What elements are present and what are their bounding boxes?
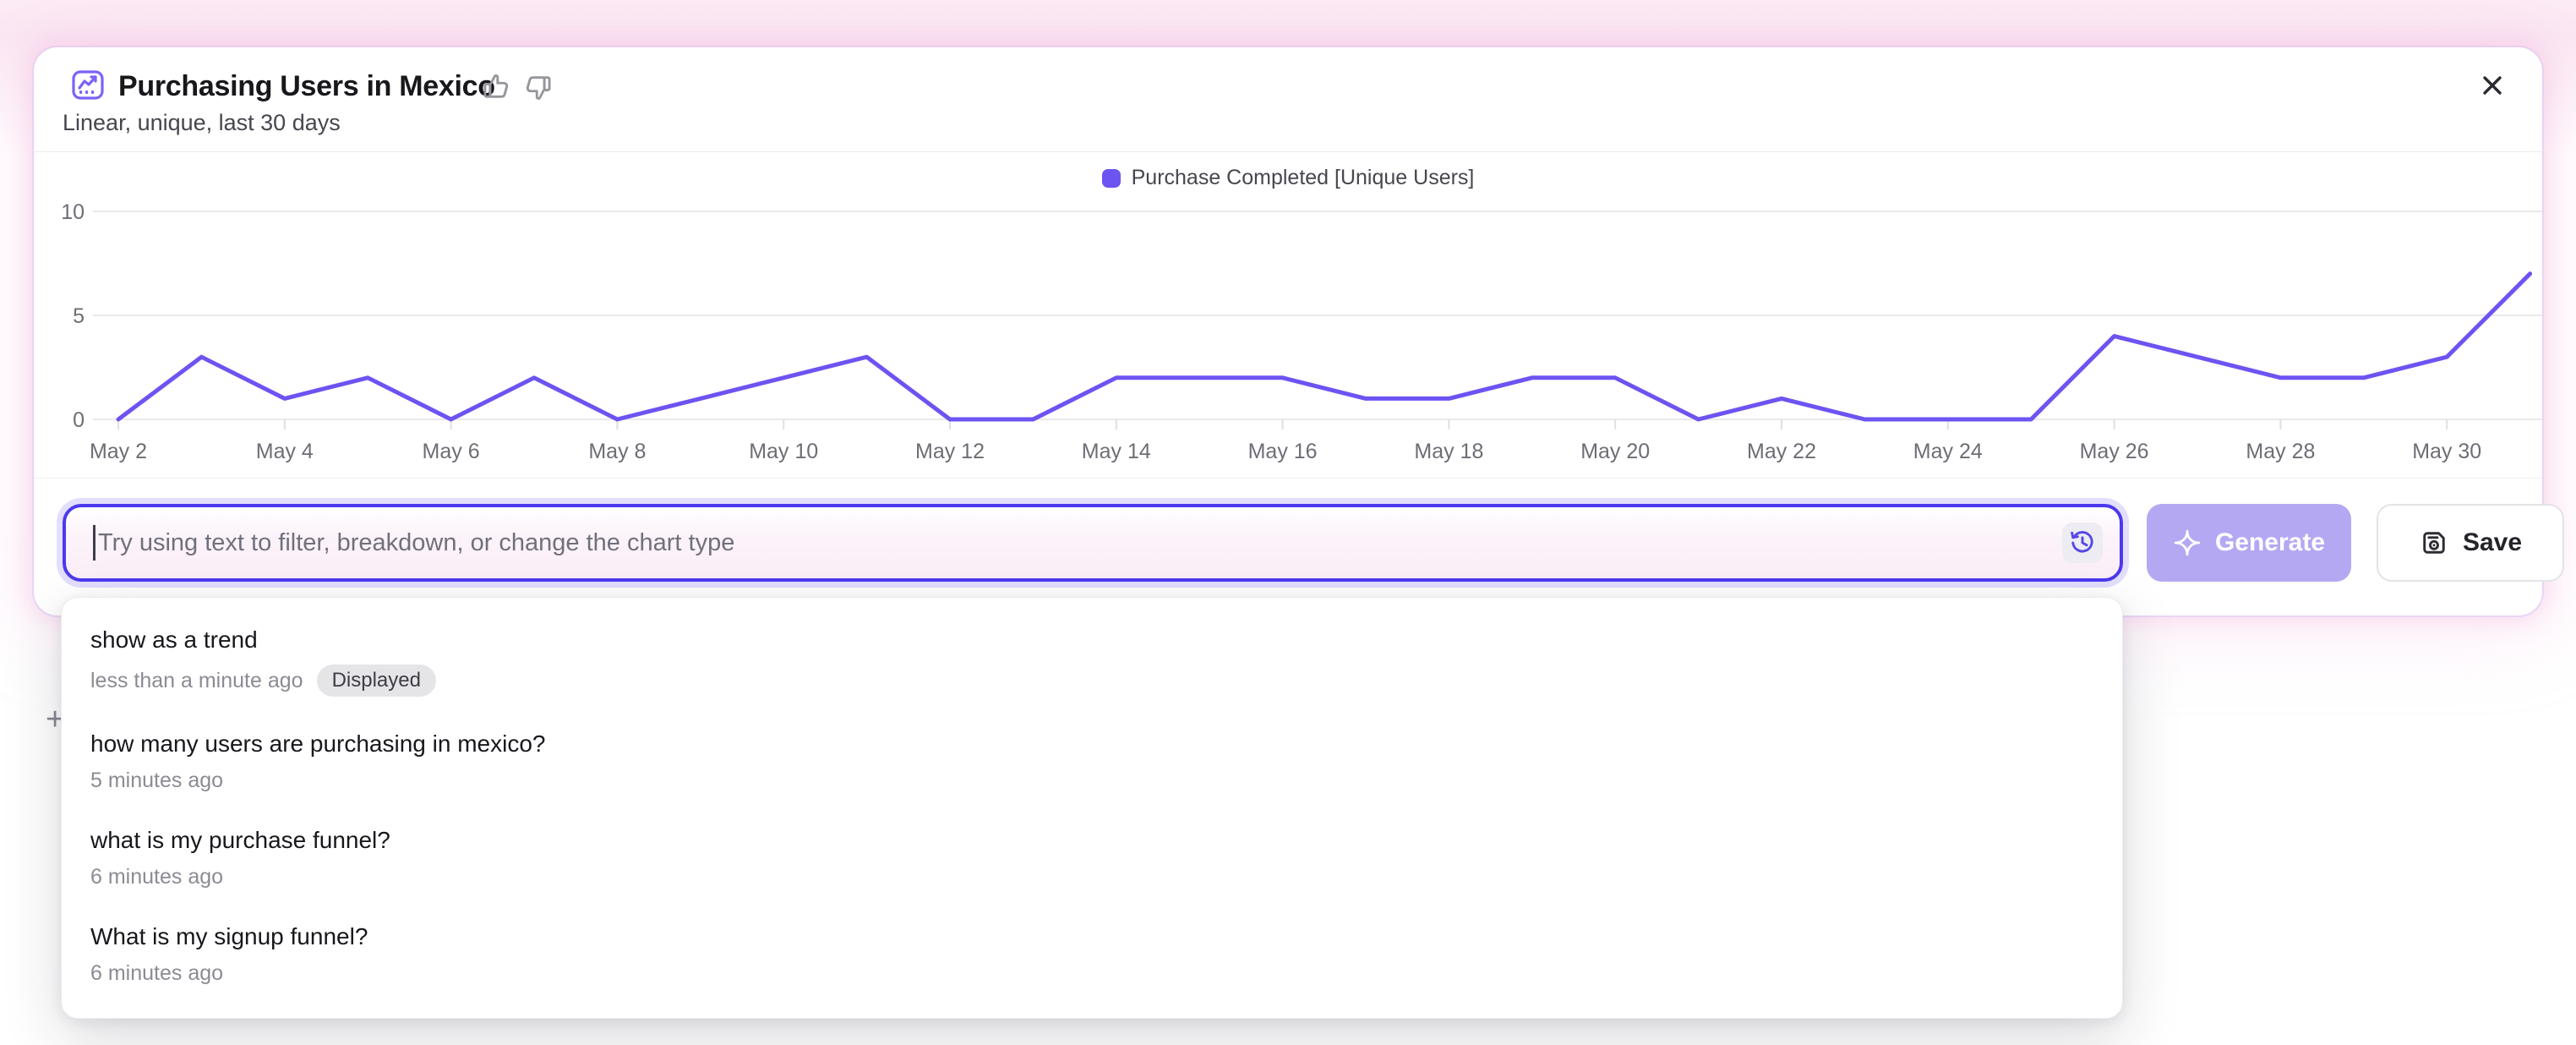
legend-item[interactable]: Purchase Completed [Unique Users] [1101, 166, 1475, 190]
x-axis-label: May 24 [1913, 440, 1983, 463]
generate-button[interactable]: Generate [2147, 504, 2351, 582]
history-item-time: 6 minutes ago [90, 961, 224, 985]
x-axis-label: May 4 [256, 440, 314, 463]
save-icon [2423, 532, 2445, 554]
history-item-badge: Displayed [316, 665, 436, 697]
x-axis-label: May 18 [1414, 440, 1483, 463]
insights-chart-icon [71, 68, 105, 101]
history-item-query: What is my signup funnel? [90, 923, 368, 949]
y-axis-label: 5 [73, 304, 85, 328]
x-axis-label: May 20 [1580, 440, 1650, 463]
save-button[interactable]: Save [2377, 504, 2564, 582]
prompt-input[interactable] [66, 507, 2120, 578]
sparkle-icon [2174, 529, 2201, 556]
x-axis-label: May 16 [1248, 440, 1318, 463]
history-item-query: how many users are purchasing in mexico? [90, 730, 546, 757]
x-axis-label: May 22 [1747, 440, 1816, 463]
x-axis-label: May 14 [1082, 440, 1151, 463]
x-axis-label: May 28 [2246, 440, 2315, 463]
history-item-time: 5 minutes ago [90, 769, 224, 792]
history-dropdown: show as a trend less than a minute ago Dis… [61, 597, 2123, 1019]
close-button[interactable] [2475, 68, 2510, 103]
x-axis-label: May 8 [588, 440, 646, 463]
thumbs-down-button[interactable] [522, 71, 554, 103]
y-axis-label: 10 [61, 200, 85, 224]
add-button-partial[interactable]: + [46, 702, 65, 737]
page-title: Purchasing Users in Mexico [118, 70, 495, 102]
prompt-input-wrapper [63, 504, 2123, 582]
close-icon [2483, 76, 2502, 95]
history-item-time: less than a minute ago [90, 668, 303, 692]
x-axis-label: May 30 [2412, 440, 2481, 463]
thumbs-up-icon [483, 74, 509, 98]
history-item[interactable]: show as a trend less than a minute ago Dis… [62, 610, 2122, 714]
x-axis-label: May 10 [749, 440, 818, 463]
x-axis-label: May 2 [90, 440, 147, 463]
y-axis-label: 0 [73, 408, 85, 432]
history-item-time: 6 minutes ago [90, 865, 224, 889]
history-item-query: what is my purchase funnel? [90, 827, 390, 853]
line-chart: 0 5 10 May 2 May 4 May 6 May 8 May 10 May 12 May … [61, 200, 2542, 463]
thumbs-down-icon [526, 76, 551, 100]
history-button[interactable] [2062, 522, 2103, 563]
generate-button-label: Generate [2214, 528, 2326, 556]
header-divider [34, 151, 2542, 152]
history-item-query: show as a trend [90, 626, 258, 653]
history-item[interactable]: What is my signup funnel? 6 minutes ago [62, 906, 2122, 1003]
x-axis-label: May 12 [915, 440, 985, 463]
chart-subtitle: Linear, unique, last 30 days [63, 110, 341, 135]
history-item[interactable]: what is my purchase funnel? 6 minutes ago [62, 810, 2122, 906]
history-dropdown-list: show as a trend less than a minute ago Dis… [62, 610, 2122, 1003]
x-axis-label: May 26 [2080, 440, 2149, 463]
save-button-label: Save [2462, 528, 2523, 556]
chart-legend: Purchase Completed [Unique Users] [34, 166, 2542, 190]
chart-divider [34, 478, 2542, 479]
history-item[interactable]: how many users are purchasing in mexico?… [62, 714, 2122, 810]
x-axis-label: May 6 [423, 440, 480, 463]
history-icon [2071, 531, 2093, 553]
legend-swatch [1101, 168, 1121, 188]
thumbs-up-button[interactable] [480, 71, 512, 103]
series-line [116, 271, 2533, 422]
text-caret [93, 525, 96, 561]
ai-chart-card: Purchasing Users in Mexico Linear, uniqu… [34, 47, 2564, 616]
legend-label: Purchase Completed [Unique Users] [1131, 166, 1475, 189]
